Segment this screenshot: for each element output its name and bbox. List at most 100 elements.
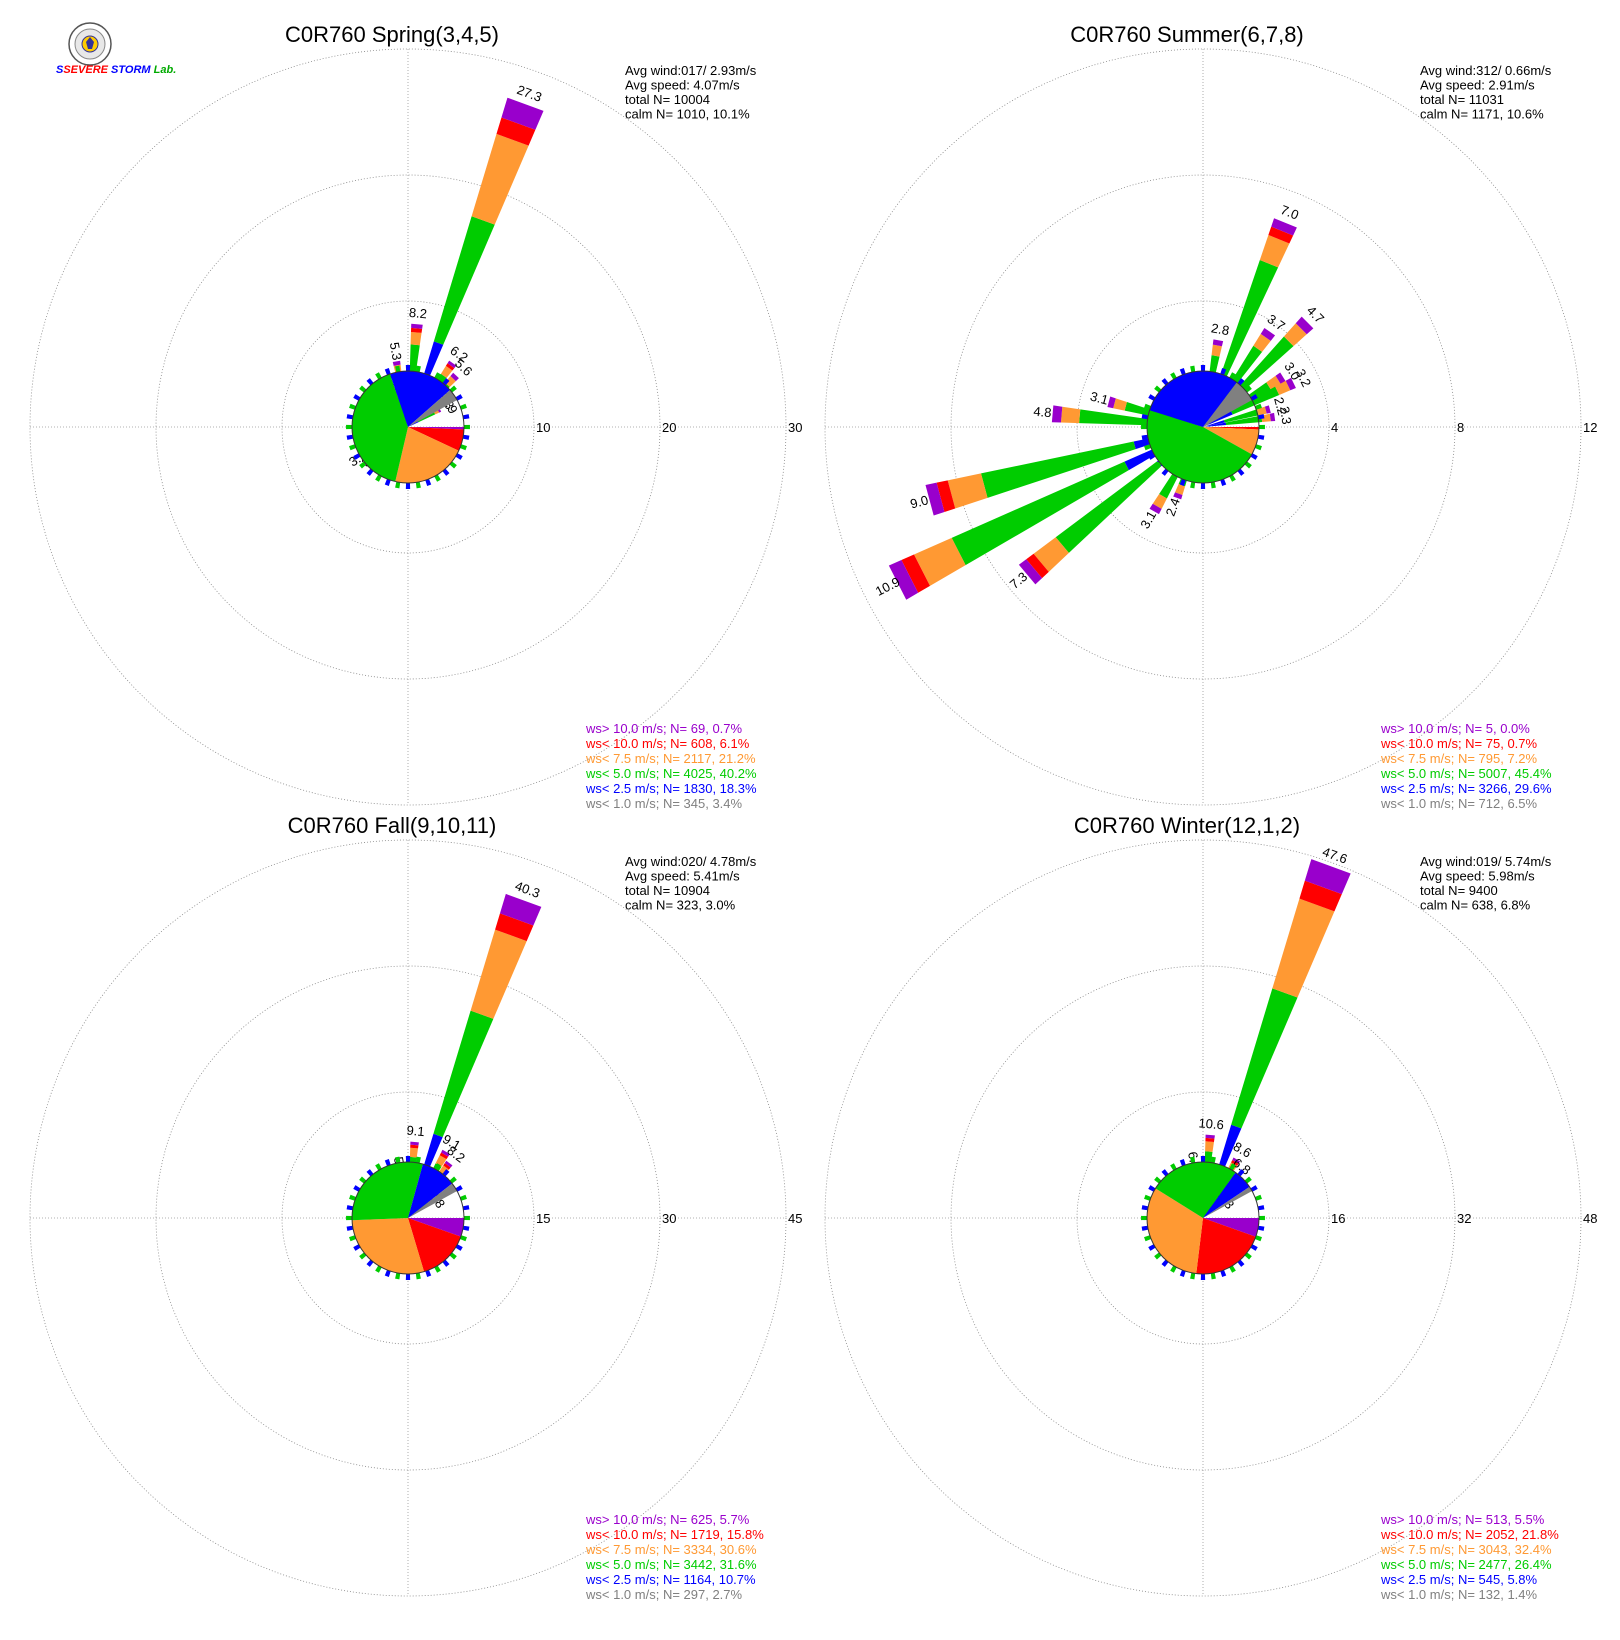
legend-entry: ws< 5.0 m/s; N= 2477, 26.4% [1380, 1557, 1552, 1572]
pie-slice [1147, 1188, 1203, 1274]
bar-segment [1264, 405, 1271, 414]
bar-segment [409, 1147, 419, 1158]
bar-segment [1203, 426, 1208, 427]
pie-tick [1250, 453, 1258, 460]
stats-line: total N= 9400 [1420, 883, 1498, 898]
bar-segment [443, 1163, 451, 1170]
bar-segment [1269, 412, 1276, 422]
bar-segment [901, 554, 930, 593]
pie-tick [1179, 1159, 1186, 1167]
pie-tick [463, 1215, 470, 1221]
pie-tick [1250, 1244, 1258, 1251]
ring-label: 16 [1331, 1211, 1345, 1226]
pie-tick [346, 424, 353, 430]
bar-segment [1295, 316, 1314, 335]
pie-tick [384, 1159, 391, 1167]
pie-tick [1237, 378, 1245, 386]
pie-tick [459, 403, 467, 410]
pie-tick [1200, 1273, 1206, 1280]
speed-pie [1146, 370, 1260, 484]
pie-tick [1244, 1176, 1252, 1184]
legend-entry: ws< 1.0 m/s; N= 345, 3.4% [585, 796, 743, 811]
legend-entry: ws< 7.5 m/s; N= 2117, 21.2% [585, 751, 756, 766]
legend-entry: ws< 10.0 m/s; N= 1719, 15.8% [585, 1527, 764, 1542]
pie-tick [1210, 1272, 1216, 1280]
pie-tick [1254, 1235, 1262, 1242]
pie-tick [366, 378, 374, 386]
pie-tick [1141, 1205, 1149, 1211]
stats-line: total N= 10004 [625, 92, 710, 107]
ring-4 [1076, 300, 1330, 554]
pie-tick [1161, 1259, 1169, 1267]
pie-tick [455, 394, 463, 401]
pie-tick [1210, 481, 1216, 489]
pie-tick [1258, 424, 1265, 430]
stats-line: Avg wind:312/ 0.66m/s [1420, 63, 1552, 78]
pie-tick [1170, 1163, 1177, 1171]
pie-tick [1141, 414, 1149, 420]
stats-line: Avg wind:019/ 5.74m/s [1420, 854, 1552, 869]
pie-tick [366, 1259, 374, 1267]
pie-tick [349, 1194, 357, 1201]
pie-slice [1203, 382, 1253, 427]
ring-45 [29, 839, 787, 1597]
pie-slice [1203, 1172, 1250, 1218]
bar-segment [450, 372, 459, 382]
pie-tick [463, 424, 470, 430]
stats-line: Avg speed: 5.98m/s [1420, 869, 1535, 884]
pie-tick [415, 481, 421, 489]
pie-tick [349, 403, 357, 410]
bar-label: 40.3 [513, 878, 542, 901]
bar-segment [501, 97, 544, 130]
bar-segment [951, 461, 1129, 566]
bar-segment [392, 360, 401, 366]
bar-label: 3.2 [1293, 367, 1314, 390]
chart-title: C0R760 Spring(3,4,5) [285, 22, 499, 47]
pie-tick [1229, 474, 1236, 482]
pie-slice [408, 1218, 461, 1272]
bar-label: 2.2 [1271, 396, 1290, 417]
legend-entry: ws< 2.5 m/s; N= 1830, 18.3% [585, 781, 757, 796]
lab-logo [52, 22, 142, 84]
pie-tick [1229, 1163, 1236, 1171]
pie-tick [1190, 365, 1196, 373]
pie-tick [1154, 1176, 1162, 1184]
bar-label: 7.0 [1279, 202, 1301, 223]
pie-tick [1190, 1156, 1196, 1164]
ring-32 [950, 965, 1456, 1471]
bar-segment [1205, 1137, 1215, 1142]
ring-label: 4 [1331, 420, 1338, 435]
pie-tick [1144, 1235, 1152, 1242]
bar-segment [1207, 422, 1227, 427]
bar-label: 10.6 [1198, 1115, 1225, 1132]
bar-segment [1206, 420, 1225, 427]
pie-tick [384, 478, 391, 486]
bar-segment [1260, 327, 1276, 341]
speed-pie [351, 370, 465, 484]
pie-tick [1229, 372, 1236, 380]
pie-tick [1161, 378, 1169, 386]
stats-line: Avg wind:020/ 4.78m/s [625, 854, 757, 869]
pie-tick [405, 1156, 411, 1163]
bar-segment [1234, 336, 1294, 396]
pie-tick [346, 1215, 353, 1221]
pie-tick [1237, 1259, 1245, 1267]
pie-tick [353, 453, 361, 460]
pie-tick [1141, 434, 1149, 440]
ring-16 [1076, 1091, 1330, 1345]
ring-30 [155, 965, 661, 1471]
bar-segment [411, 323, 423, 329]
bar-segment [1256, 406, 1267, 416]
pie-tick [449, 461, 457, 469]
pie-tick [1154, 1252, 1162, 1260]
pie-tick [1144, 403, 1152, 410]
legend-entry: ws< 2.5 m/s; N= 545, 5.8% [1380, 1572, 1538, 1587]
bar-segment [1149, 503, 1162, 515]
ring-label: 15 [536, 1211, 550, 1226]
pie-tick [1144, 444, 1152, 451]
pie-slice [1203, 427, 1259, 430]
pie-tick [375, 474, 382, 482]
bar-segment [947, 473, 988, 509]
ring-label: 30 [662, 1211, 676, 1226]
stats-line: Avg speed: 5.41m/s [625, 869, 740, 884]
